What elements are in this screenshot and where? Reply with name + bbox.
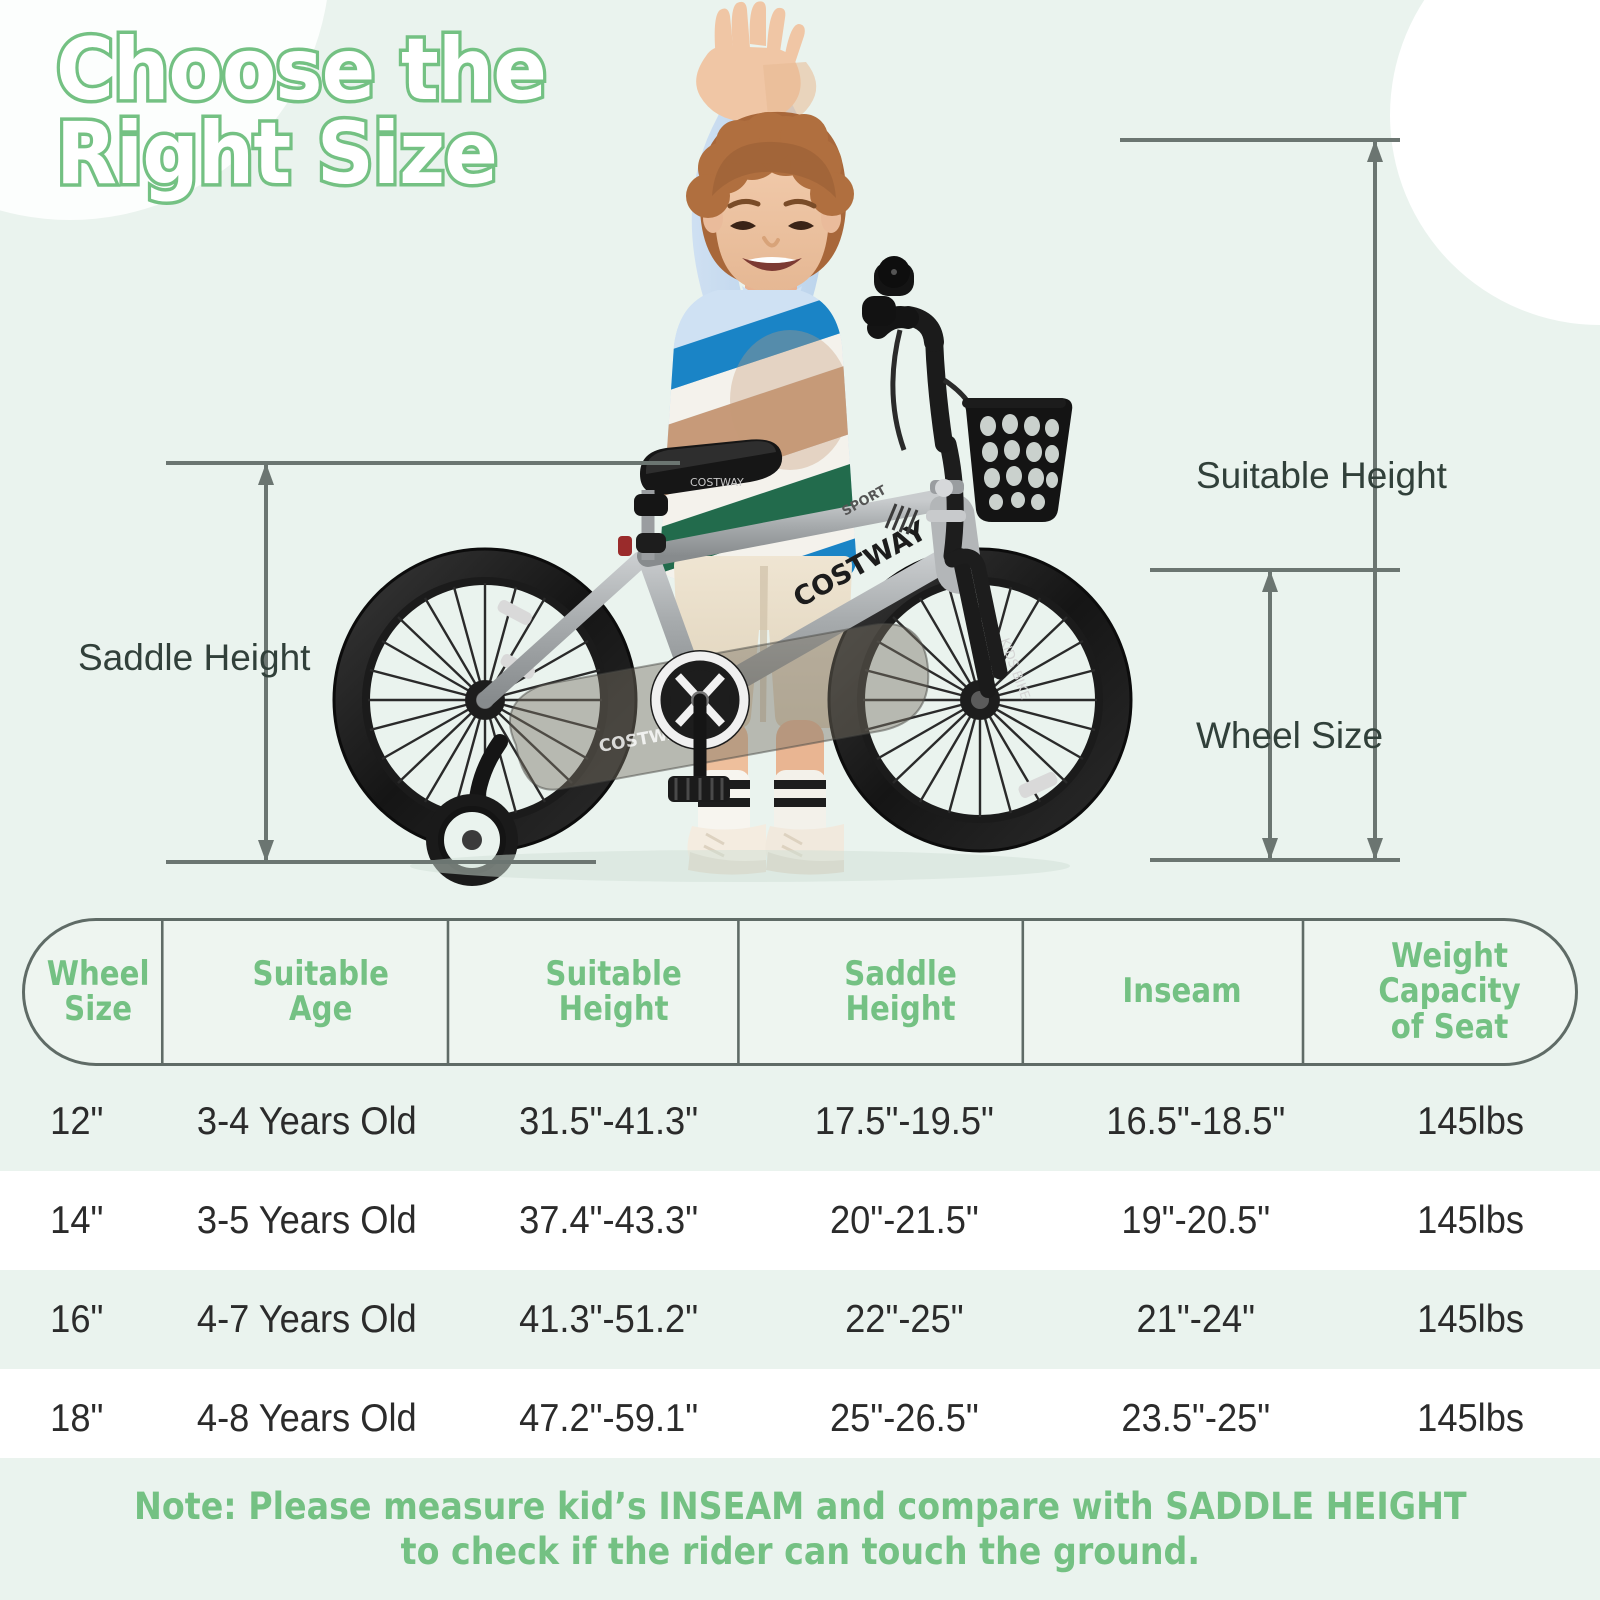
cell-inseam: 16.5"-18.5" (1106, 1099, 1286, 1143)
cell-inseam: 21"-24" (1136, 1297, 1256, 1341)
bicycle-reflector (935, 479, 953, 497)
cell-suitable-height: 37.4"-43.3" (519, 1198, 699, 1242)
table-row: 18" 4-8 Years Old 47.2"-59.1" 25"-26.5" … (0, 1369, 1600, 1468)
table-row: 16" 4-7 Years Old 41.3"-51.2" 22"-25" 21… (0, 1270, 1600, 1369)
table-header-wheel-size: Wheel Size (35, 921, 164, 1063)
boy-face-features (727, 198, 817, 271)
note-text: Note: Please measure kid’s INSEAM and co… (133, 1484, 1467, 1573)
bicycle-fork-handlebar (862, 256, 1008, 698)
table-body: 12" 3-4 Years Old 31.5"-41.3" 17.5"-19.5… (0, 1072, 1600, 1468)
table-header-row: Wheel Size Suitable Age Suitable Height … (22, 918, 1578, 1066)
cell-suitable-height: 47.2"-59.1" (519, 1396, 699, 1440)
cell-suitable-age: 3-4 Years Old (196, 1099, 417, 1143)
dimension-label-saddle-height: Saddle Height (78, 637, 311, 678)
cell-weight-capacity: 145lbs (1416, 1396, 1524, 1440)
cell-suitable-age: 4-8 Years Old (196, 1396, 417, 1440)
cell-inseam: 19"-20.5" (1121, 1198, 1271, 1242)
table-row: 12" 3-4 Years Old 31.5"-41.3" 17.5"-19.5… (0, 1072, 1600, 1171)
cell-wheel-size: 12" (50, 1099, 104, 1143)
dimension-label-suitable-height: Suitable Height (1196, 455, 1447, 496)
bicycle-basket (962, 398, 1073, 522)
cell-saddle-height: 22"-25" (845, 1297, 965, 1341)
size-chart-table: Wheel Size Suitable Age Suitable Height … (0, 918, 1600, 1468)
bicycle-crank-chainring (650, 650, 750, 802)
svg-text:COSTWAY: COSTWAY (690, 476, 744, 489)
cell-weight-capacity: 145lbs (1416, 1198, 1524, 1242)
dimension-lines (166, 138, 1400, 864)
cell-wheel-size: 14" (50, 1198, 104, 1242)
cell-inseam: 23.5"-25" (1121, 1396, 1271, 1440)
cell-weight-capacity: 145lbs (1416, 1297, 1524, 1341)
table-header-inseam: Inseam (1063, 921, 1305, 1063)
cell-saddle-height: 25"-26.5" (830, 1396, 980, 1440)
cell-weight-capacity: 145lbs (1416, 1099, 1524, 1143)
page-title: Choose the Right Size (53, 20, 550, 205)
table-header-saddle-height: Saddle Height (780, 921, 1024, 1063)
table-row: 14" 3-5 Years Old 37.4"-43.3" 20"-21.5" … (0, 1171, 1600, 1270)
cell-suitable-age: 4-7 Years Old (196, 1297, 417, 1341)
note-banner: Note: Please measure kid’s INSEAM and co… (0, 1458, 1600, 1600)
cell-wheel-size: 16" (50, 1297, 104, 1341)
table-header-suitable-age: Suitable Age (195, 921, 450, 1063)
table-header-suitable-height: Suitable Height (490, 921, 740, 1063)
frame-stripes (884, 503, 919, 535)
cell-saddle-height: 20"-21.5" (830, 1198, 980, 1242)
hero-illustration-section: Choose the Right Size (53, 1, 1447, 886)
ground-shadow (410, 850, 1070, 882)
cell-wheel-size: 18" (50, 1396, 104, 1440)
cell-suitable-height: 31.5"-41.3" (519, 1099, 699, 1143)
product-photo-boy-with-bicycle: KIDS BIKE COSTWAY SPORT C (166, 1, 1400, 886)
bicycle-seat: COSTWAY (618, 439, 783, 560)
cell-suitable-height: 41.3"-51.2" (519, 1297, 699, 1341)
cell-saddle-height: 17.5"-19.5" (815, 1099, 995, 1143)
table-header-weight-capacity: Weight Capacity of Seat (1378, 935, 1521, 1047)
dimension-label-wheel-size: Wheel Size (1196, 715, 1384, 756)
cell-suitable-age: 3-5 Years Old (196, 1198, 417, 1242)
